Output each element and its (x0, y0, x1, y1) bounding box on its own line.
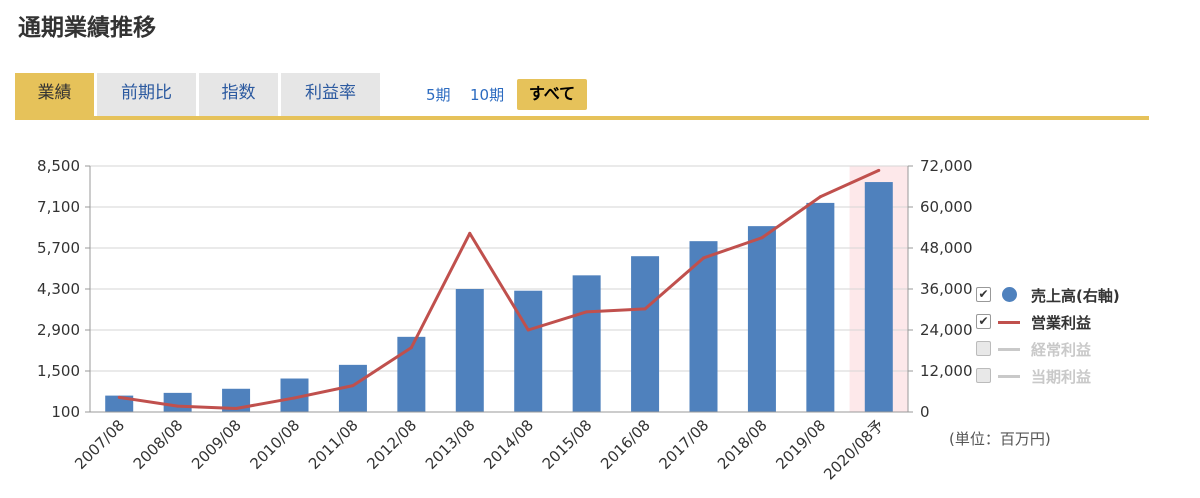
tab-performance[interactable]: 業績 (15, 73, 94, 116)
point-operating-profit (234, 406, 238, 410)
legend-checkbox-net-profit[interactable] (976, 368, 991, 383)
legend-label-ordinary-profit: 経常利益 (1031, 341, 1092, 359)
right-tick-label: 12,000 (920, 362, 973, 380)
x-tick-label: 2011/08 (305, 416, 362, 473)
bar-sales (806, 202, 835, 412)
right-tick-label: 60,000 (920, 198, 973, 216)
x-tick-label: 2019/08 (772, 416, 829, 473)
bar-sales (631, 256, 660, 412)
point-operating-profit (585, 310, 589, 314)
point-operating-profit (468, 231, 472, 235)
x-tick-label: 2016/08 (597, 416, 654, 473)
point-operating-profit (760, 236, 764, 240)
tab-profit-margin[interactable]: 利益率 (281, 73, 380, 116)
bar-sales (163, 392, 192, 412)
bar-sales (747, 226, 776, 412)
x-tick-label: 2010/08 (247, 416, 304, 473)
right-tick-label: 0 (920, 403, 930, 421)
left-tick-label: 4,300 (37, 280, 80, 298)
x-tick-label: 2008/08 (130, 416, 187, 473)
point-operating-profit (409, 346, 413, 350)
legend-label-operating-profit: 営業利益 (1031, 314, 1092, 332)
point-operating-profit (818, 195, 822, 199)
legend-line-icon (998, 348, 1020, 351)
x-tick-label: 2020/08予 (820, 416, 887, 483)
point-operating-profit (117, 395, 121, 399)
legend-line-icon (998, 375, 1020, 378)
line-operating-profit (118, 169, 880, 410)
bar-sales (514, 290, 543, 412)
period-all-button[interactable]: すべて (517, 79, 587, 110)
x-tick-label: 2013/08 (422, 416, 479, 473)
x-tick-label: 2014/08 (480, 416, 537, 473)
x-tick-label: 2015/08 (539, 416, 596, 473)
legend-line-icon (998, 321, 1020, 324)
left-tick-label: 2,900 (37, 321, 80, 339)
point-operating-profit (176, 404, 180, 408)
legend-dot-icon (1002, 287, 1017, 302)
bar-sales (455, 289, 484, 412)
right-tick-label: 36,000 (920, 280, 973, 298)
tab-yoy[interactable]: 前期比 (97, 73, 196, 116)
point-operating-profit (293, 396, 296, 400)
x-tick-label: 2007/08 (71, 416, 128, 473)
legend-label-net-profit: 当期利益 (1031, 368, 1092, 386)
left-tick-label: 5,700 (37, 239, 80, 257)
tab-underline (15, 116, 1149, 120)
tab-index[interactable]: 指数 (199, 73, 278, 116)
bar-sales (689, 241, 718, 412)
point-operating-profit (351, 384, 355, 388)
right-tick-label: 72,000 (920, 157, 973, 175)
right-tick-label: 48,000 (920, 239, 973, 257)
page-title: 通期業績推移 (18, 15, 156, 41)
period-5-link[interactable]: 5期 (426, 86, 451, 104)
legend-label-sales: 売上高(右軸) (1031, 287, 1120, 305)
x-tick-label: 2017/08 (656, 416, 713, 473)
legend-checkbox-operating-profit[interactable]: ✔ (976, 314, 991, 329)
point-operating-profit (643, 307, 647, 311)
left-tick-label: 7,100 (37, 198, 80, 216)
point-operating-profit (526, 328, 530, 332)
x-tick-label: 2009/08 (188, 416, 245, 473)
unit-label: (単位：百万円) (949, 430, 1051, 448)
period-10-link[interactable]: 10期 (470, 86, 505, 104)
point-operating-profit (877, 168, 881, 172)
point-operating-profit (702, 256, 705, 260)
legend-checkbox-sales[interactable]: ✔ (976, 287, 991, 302)
left-tick-label: 100 (51, 403, 80, 421)
bar-sales (572, 275, 601, 412)
x-tick-label: 2012/08 (363, 416, 420, 473)
x-tick-label: 2018/08 (714, 416, 771, 473)
bar-sales (864, 182, 893, 412)
legend-checkbox-ordinary-profit[interactable] (976, 341, 991, 356)
left-tick-label: 8,500 (37, 157, 80, 175)
right-tick-label: 24,000 (920, 321, 973, 339)
left-tick-label: 1,500 (37, 362, 80, 380)
